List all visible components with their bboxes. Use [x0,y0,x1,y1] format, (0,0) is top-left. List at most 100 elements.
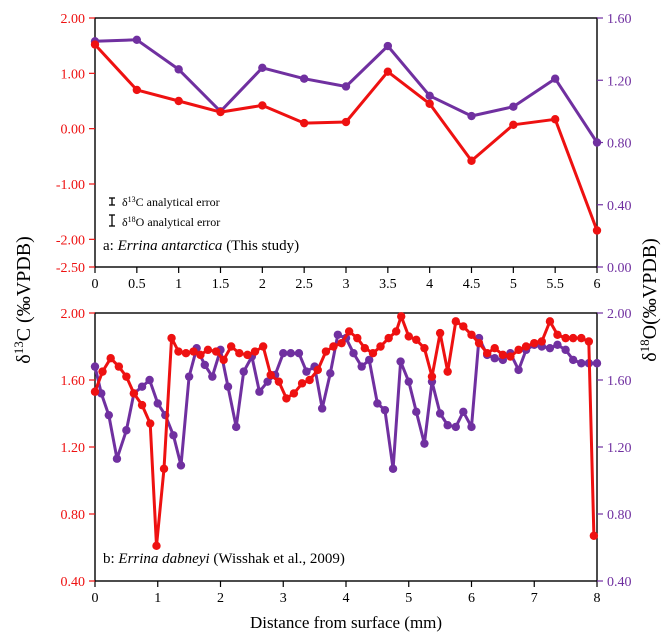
o18-data-point [174,65,183,74]
c13-data-point [243,350,252,360]
right-y-tick-label: 0.40 [607,575,632,590]
o18-data-point [137,382,147,391]
c13-data-point [196,350,205,360]
x-tick-label: 5 [405,591,412,606]
c13-data-point [584,337,594,346]
c13-data-point [174,96,183,106]
c13-data-point [427,372,437,381]
right-y-tick-label: 1.60 [607,12,632,27]
c13-data-point [146,419,155,428]
c13-data-point [577,333,586,343]
left-y-tick-label: 0.00 [61,123,86,138]
left-y-tick-label: 0.40 [61,575,86,590]
c13-data-point [174,347,183,356]
right-y-tick-label: 2.00 [607,307,632,322]
o18-data-point [349,349,358,358]
o18-data-point [231,422,241,432]
x-tick-label: 8 [594,591,601,606]
c13-data-point [474,338,484,348]
c13-data-point [550,115,560,124]
left-y-tick-label: -2.50 [56,261,85,276]
o18-data-point [451,422,461,432]
c13-data-point [482,349,492,358]
o18-data-point [104,410,114,420]
x-tick-label: 4.5 [463,277,481,292]
x-tick-label: 0 [92,591,99,606]
o18-data-point [263,377,272,386]
c13-data-point [568,333,578,343]
x-tick-label: 3 [280,591,287,606]
left-y-tick-label: 0.80 [61,508,86,523]
c13-data-point [545,317,555,326]
x-tick-label: 1 [175,277,182,292]
left-y-tick-label: 1.60 [61,374,86,389]
c13-error-bar-icon [109,197,115,206]
c13-data-point [341,117,351,127]
c13-data-point [216,107,225,117]
c13-data-point [530,338,539,348]
c13-data-point [258,101,267,110]
c13-data-point [443,367,452,376]
o18-data-point [122,426,131,435]
o18-data-point [317,404,327,413]
c13-data-point [537,337,546,346]
panel-a-frame [94,17,598,268]
panel-a-right-y-ticks: 1.60 1.20 0.80 0.40 0.00 [597,12,632,276]
c13-data-point [592,226,602,235]
c13-data-point [297,379,307,388]
x-tick-label: 2 [259,277,266,292]
o18-series-line [94,38,599,144]
o18-data-point [592,138,602,147]
x-tick-label: 1 [154,591,161,606]
o18-data-point [302,367,311,376]
c13-data-point [368,349,378,358]
panel-a: 0 0.5 1 1.5 2 2.5 3 3.5 4 4.5 5 5.5 6 2.00 1.00 0.00 -1… [56,12,632,292]
o18-data-point [333,330,343,339]
o18-data-point [294,349,304,358]
right-y-tick-label: 0.80 [607,508,632,523]
o18-data-point [467,422,476,432]
o18-data-point [208,372,217,381]
c13-data-point [420,343,429,353]
right-y-tick-label: 1.20 [607,74,632,89]
c13-data-point [114,362,124,371]
o18-data-point [545,343,555,353]
o18-data-point [279,349,288,358]
x-tick-label: 4 [343,591,350,606]
o18-data-point [176,461,186,470]
x-tick-label: 6 [594,277,601,292]
o18-data-point [550,74,560,83]
c13-data-point [137,400,147,410]
c13-error-label: δ13C analytical error [122,195,220,210]
c13-data-point [383,67,393,76]
x-tick-label: 4 [426,277,433,292]
c13-data-point [167,333,176,343]
left-y-axis-title: δ13C (‰VPDB) [11,236,36,363]
right-y-tick-label: 0.80 [607,137,632,152]
c13-data-point [274,377,284,386]
x-tick-label: 0.5 [128,277,146,292]
c13-data-point [384,333,393,343]
x-tick-label: 7 [531,591,538,606]
c13-data-point [181,349,191,358]
c13-data-point [321,347,331,356]
o18-data-point [509,102,518,111]
right-y-tick-label: 1.20 [607,441,632,456]
right-y-tick-label: 0.00 [607,261,632,276]
c13-data-point [490,343,499,353]
panel-b-series [90,312,602,551]
panel-a-x-ticks: 0 0.5 1 1.5 2 2.5 3 3.5 4 4.5 5 5.5 6 [92,267,601,292]
error-legend: δ13C analytical error δ18O analytical er… [109,195,220,229]
o18-data-point [388,464,398,473]
o18-data-point [132,35,142,44]
c13-data-point [509,120,518,129]
c13-data-point [506,352,515,361]
o18-data-point [592,359,602,368]
o18-data-point [200,360,210,370]
c13-data-point [235,349,244,358]
x-tick-label: 2 [217,591,224,606]
c13-data-point [425,99,434,108]
o18-data-point [561,345,570,355]
o18-data-point [112,454,122,463]
o18-data-point [326,369,335,378]
